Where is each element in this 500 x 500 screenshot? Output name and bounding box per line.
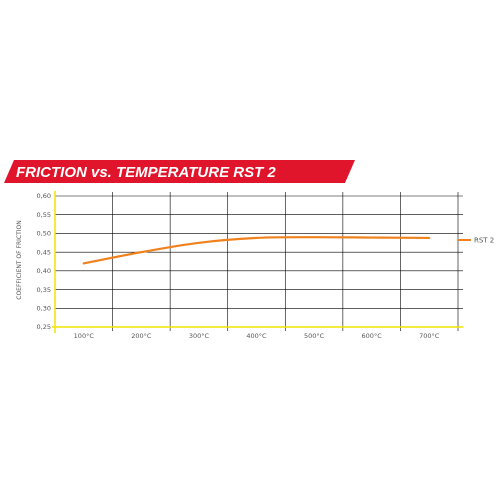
grid (55, 192, 463, 331)
y-tick-label: 0,60 (37, 192, 51, 200)
x-tick-label: 600°C (362, 332, 383, 340)
y-tick-label: 0,45 (37, 248, 51, 256)
chart-title: FRICTION vs. TEMPERATURE RST 2 (16, 164, 276, 181)
x-tick-label: 200°C (131, 332, 152, 340)
y-tick-label: 0,25 (37, 323, 51, 331)
x-tick-label: 100°C (74, 332, 95, 340)
x-tick-label: 300°C (189, 332, 210, 340)
x-tick-label: 500°C (304, 332, 325, 340)
series (82, 236, 431, 265)
banner-shape (4, 160, 355, 183)
series-line-rst-2 (82, 236, 431, 265)
x-tick-label: 700°C (419, 332, 440, 340)
y-tick-label: 0,35 (37, 286, 51, 294)
x-tick-labels: 100°C 200°C 300°C 400°C 500°C 600°C 700°C (74, 332, 440, 340)
y-axis-label: COEFFICIENT OF FRICTION (16, 220, 23, 300)
x-tick-label: 400°C (246, 332, 267, 340)
y-tick-label: 0,55 (37, 211, 51, 219)
y-tick-label: 0,30 (37, 304, 51, 312)
title-banner: FRICTION vs. TEMPERATURE RST 2 (4, 160, 355, 183)
legend-label-rst-2: RST 2 (474, 237, 494, 245)
legend: RST 2 (458, 237, 494, 245)
axes (52, 191, 463, 333)
y-tick-label: 0,50 (37, 230, 51, 238)
y-tick-label: 0,40 (37, 267, 51, 275)
y-tick-labels: 0,60 0,55 0,50 0,45 0,40 0,35 0,30 0,25 (37, 192, 51, 331)
